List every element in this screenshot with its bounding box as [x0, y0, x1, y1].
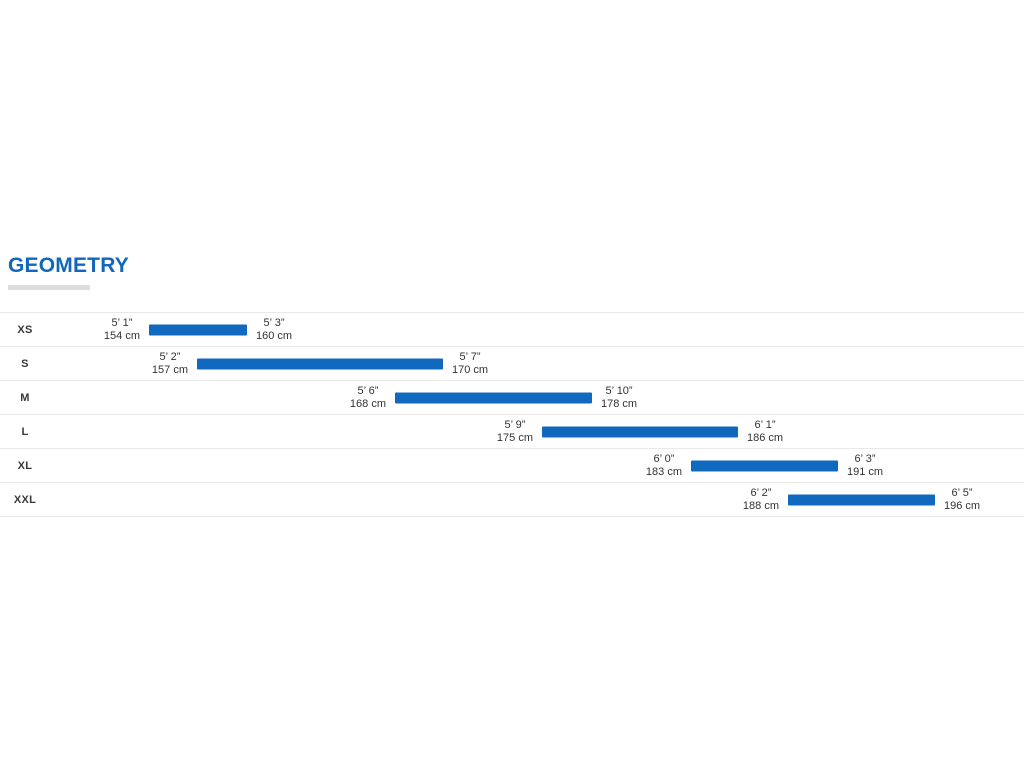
min-height-cm: 157 cm [151, 363, 188, 376]
min-height-label: 6’ 0” 183 cm [646, 453, 682, 479]
size-row-m: M 5’ 6” 168 cm 5’ 10” 178 cm [0, 381, 1024, 415]
size-label: L [21, 425, 29, 438]
min-height-label: 5’ 2” 157 cm [152, 351, 188, 377]
height-range-bar [542, 426, 738, 437]
height-range-bar [691, 460, 838, 471]
max-height-label: 5’ 3” 160 cm [256, 317, 292, 343]
min-height-ft-in: 5’ 9” [504, 418, 526, 431]
min-height-label: 5’ 1” 154 cm [104, 317, 140, 343]
min-height-ft-in: 6’ 0” [653, 452, 675, 465]
min-height-ft-in: 6’ 2” [750, 486, 772, 499]
max-height-ft-in: 6’ 3” [854, 452, 876, 465]
min-height-ft-in: 5’ 1” [111, 316, 133, 329]
min-height-ft-in: 5’ 6” [357, 384, 379, 397]
size-row-s: S 5’ 2” 157 cm 5’ 7” 170 cm [0, 347, 1024, 381]
max-height-label: 6’ 1” 186 cm [747, 419, 783, 445]
size-row-xl: XL 6’ 0” 183 cm 6’ 3” 191 cm [0, 449, 1024, 483]
height-range-bar [197, 358, 443, 369]
max-height-ft-in: 5’ 10” [605, 384, 633, 397]
max-height-ft-in: 6’ 1” [754, 418, 776, 431]
section-title: GEOMETRY [8, 254, 129, 277]
min-height-cm: 175 cm [496, 431, 533, 444]
max-height-cm: 196 cm [944, 499, 981, 512]
height-range-bar [395, 392, 592, 403]
max-height-label: 5’ 7” 170 cm [452, 351, 488, 377]
size-row-xs: XS 5’ 1” 154 cm 5’ 3” 160 cm [0, 313, 1024, 347]
max-height-label: 6’ 3” 191 cm [847, 453, 883, 479]
max-height-cm: 160 cm [256, 329, 293, 342]
max-height-cm: 186 cm [747, 431, 784, 444]
size-label: XS [17, 323, 33, 336]
size-label: S [21, 357, 29, 370]
max-height-label: 6’ 5” 196 cm [944, 487, 980, 513]
max-height-ft-in: 6’ 5” [951, 486, 973, 499]
min-height-cm: 183 cm [645, 465, 682, 478]
min-height-label: 5’ 6” 168 cm [350, 385, 386, 411]
height-range-bar [149, 324, 247, 335]
min-height-cm: 188 cm [742, 499, 779, 512]
size-row-l: L 5’ 9” 175 cm 6’ 1” 186 cm [0, 415, 1024, 449]
size-label: XL [17, 459, 33, 472]
size-label: M [20, 391, 30, 404]
min-height-cm: 154 cm [103, 329, 140, 342]
min-height-ft-in: 5’ 2” [159, 350, 181, 363]
size-row-xxl: XXL 6’ 2” 188 cm 6’ 5” 196 cm [0, 483, 1024, 517]
height-range-bar [788, 494, 935, 505]
size-label: XXL [13, 493, 37, 506]
min-height-label: 5’ 9” 175 cm [497, 419, 533, 445]
max-height-cm: 170 cm [452, 363, 489, 376]
min-height-cm: 168 cm [349, 397, 386, 410]
max-height-ft-in: 5’ 7” [459, 350, 481, 363]
title-underline [8, 285, 90, 290]
max-height-ft-in: 5’ 3” [263, 316, 285, 329]
min-height-label: 6’ 2” 188 cm [743, 487, 779, 513]
size-fit-chart: XS 5’ 1” 154 cm 5’ 3” 160 cm S 5’ 2” 157 cm 5’ 7… [0, 312, 1024, 517]
max-height-cm: 178 cm [601, 397, 638, 410]
max-height-label: 5’ 10” 178 cm [601, 385, 637, 411]
max-height-cm: 191 cm [847, 465, 884, 478]
